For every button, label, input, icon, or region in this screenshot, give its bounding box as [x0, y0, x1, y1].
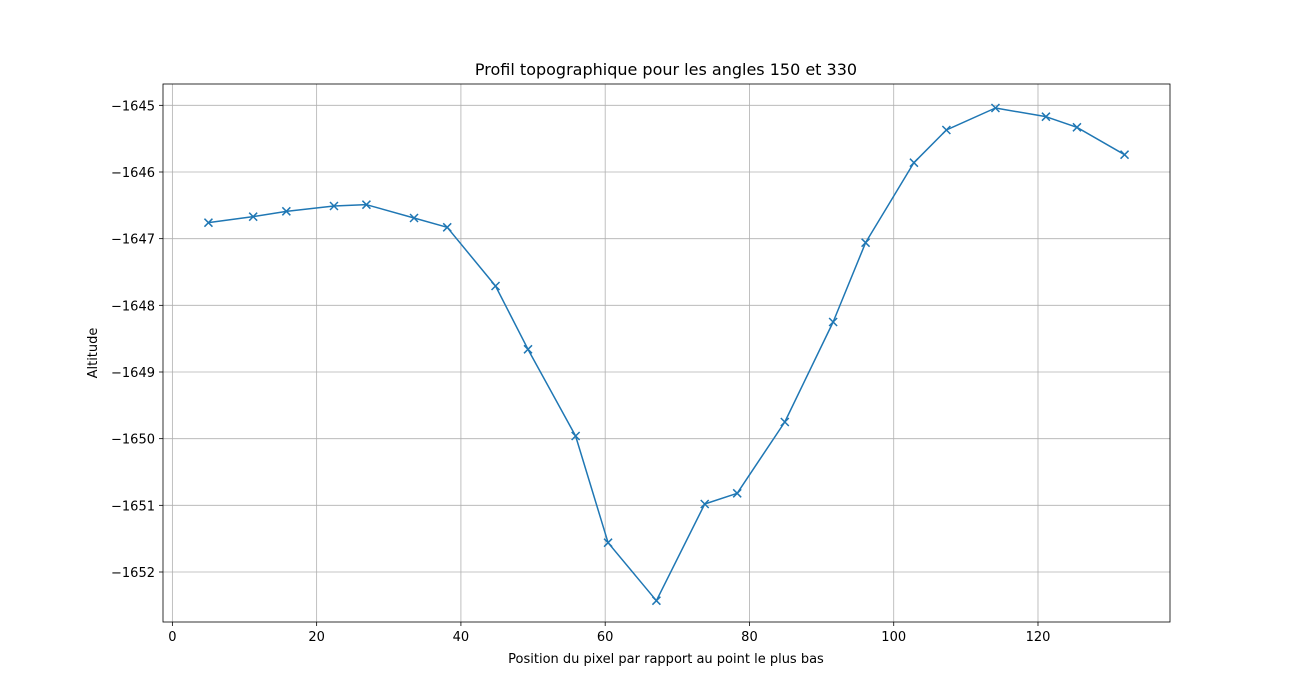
y-tick-label: −1645	[111, 99, 155, 114]
data-point	[248, 212, 258, 222]
data-point	[361, 200, 371, 210]
x-tick-label: 120	[1026, 630, 1051, 645]
data-point	[861, 238, 871, 248]
x-tick-label: 20	[308, 630, 325, 645]
y-tick-label: −1646	[111, 166, 155, 181]
x-axis-label: Position du pixel par rapport au point l…	[508, 652, 824, 667]
data-point	[442, 222, 452, 232]
data-point	[409, 213, 419, 223]
series-line	[208, 107, 1125, 602]
chart-title: Profil topographique pour les angles 150…	[475, 60, 857, 79]
grid	[163, 84, 1170, 622]
x-tick-label: 40	[453, 630, 470, 645]
data-point	[281, 206, 291, 216]
y-tick-label: −1650	[111, 433, 155, 448]
x-tick-label: 60	[597, 630, 614, 645]
data-point	[491, 281, 501, 291]
data-point	[523, 344, 533, 354]
data-point	[651, 596, 661, 606]
x-tick-label: 80	[741, 630, 758, 645]
plot-frame	[162, 83, 1171, 623]
axis-ticks: 0 20 40 60 80 100 120 −1645 −1646 −1647 −1648 −1649…	[111, 99, 1050, 645]
data-point	[603, 538, 613, 548]
x-tick-label: 0	[168, 630, 176, 645]
data-point	[571, 431, 581, 441]
data-point	[732, 488, 742, 498]
y-axis-label: Altitude	[86, 328, 101, 379]
data-point	[941, 125, 951, 135]
data-series	[203, 103, 1130, 606]
data-point	[828, 317, 838, 327]
x-tick-label: 100	[881, 630, 906, 645]
y-tick-label: −1651	[111, 499, 155, 514]
data-point	[700, 499, 710, 509]
y-tick-label: −1649	[111, 366, 155, 381]
data-point	[1120, 150, 1130, 160]
y-tick-label: −1647	[111, 233, 155, 248]
data-point	[1072, 122, 1082, 132]
data-point	[909, 158, 919, 168]
y-tick-label: −1648	[111, 299, 155, 314]
y-tick-label: −1652	[111, 566, 155, 581]
data-point	[1041, 112, 1051, 122]
data-point	[329, 201, 339, 211]
data-point	[780, 417, 790, 427]
data-point	[990, 103, 1000, 113]
data-point	[203, 218, 213, 228]
